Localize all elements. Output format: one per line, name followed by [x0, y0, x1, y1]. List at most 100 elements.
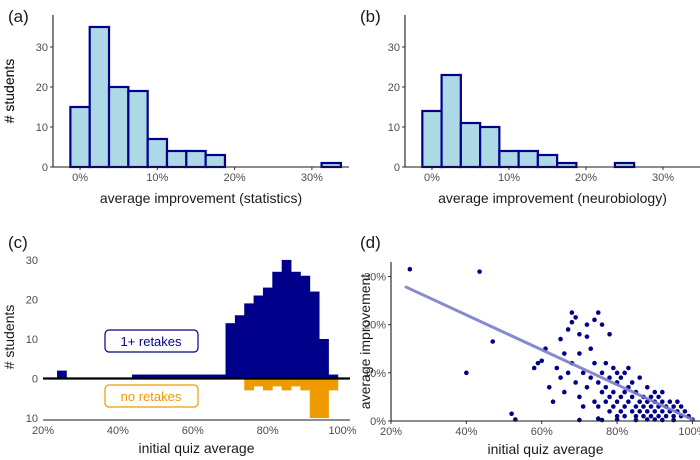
retakes-bar: [291, 271, 301, 379]
scatter-point: [633, 417, 639, 423]
scatter-improvement: 20% 40% 60% 80% 100% 0% 10% 20% 30% initial quiz …: [357, 262, 700, 457]
y-tick-label: 30%: [364, 271, 386, 283]
scatter-point: [618, 394, 624, 400]
retakes-bar: [225, 323, 236, 379]
scatter-point: [626, 399, 631, 405]
scatter-point: [569, 310, 575, 315]
x-tick-label: 40%: [107, 425, 129, 437]
histogram-bar: [88, 25, 111, 169]
y-tick-label: 0: [32, 374, 38, 386]
histogram-bar: [517, 149, 539, 169]
x-tick-label: 0%: [72, 172, 88, 184]
scatter-point: [614, 399, 620, 405]
no-retakes-bar: [300, 378, 311, 391]
histogram-bar: [556, 161, 578, 169]
scatter-point: [577, 394, 582, 400]
scatter-point: [682, 409, 688, 414]
retakes-bar: [188, 374, 198, 379]
scatter-point: [607, 375, 612, 380]
x-tick-label: 80%: [606, 426, 628, 438]
histogram-bar: [459, 121, 482, 169]
scatter-point: [588, 346, 594, 352]
y-axis-label: # students: [1, 59, 17, 124]
scatter-point: [407, 266, 413, 272]
y-tick-label: 20: [388, 82, 400, 94]
scatter-point: [667, 399, 673, 405]
panel-label-c: (c): [8, 233, 28, 252]
histogram-bar: [127, 89, 149, 169]
scatter-point: [569, 319, 575, 325]
scatter-point: [671, 413, 676, 419]
retakes-bar: [281, 259, 292, 379]
scatter-point: [603, 384, 609, 390]
histogram-bar: [107, 85, 130, 169]
retakes-bar: [169, 374, 180, 379]
histogram-bar: [185, 149, 207, 169]
histogram-bar: [440, 73, 462, 169]
scatter-point: [660, 409, 665, 414]
histogram-bar: [536, 153, 559, 169]
x-tick-label: 10%: [146, 172, 168, 184]
scatter-point: [535, 360, 541, 366]
scatter-point: [660, 399, 665, 405]
scatter-point: [648, 404, 654, 409]
scatter-point: [592, 399, 597, 405]
retakes-bar: [57, 370, 67, 379]
scatter-point: [637, 409, 643, 414]
scatter-point: [558, 336, 563, 342]
histogram-bar: [421, 109, 443, 169]
retakes-bar: [328, 374, 339, 379]
scatter-point: [599, 389, 605, 395]
histogram-bar: [498, 149, 520, 169]
retakes-bar: [309, 291, 320, 379]
x-tick-label: 20%: [380, 426, 402, 438]
scatter-point: [660, 417, 665, 423]
retakes-bar: [178, 374, 189, 379]
legend-label-no-retakes: no retakes: [121, 389, 182, 404]
x-tick-label: 60%: [531, 426, 553, 438]
y-tick-label: 0: [42, 162, 48, 174]
y-tick-label: 0: [394, 162, 400, 174]
trend-line: [404, 285, 694, 422]
scatter-point: [656, 413, 661, 419]
scatter-point: [663, 413, 669, 419]
scatter-point: [622, 389, 627, 395]
scatter-point: [595, 416, 601, 421]
scatter-point: [599, 322, 605, 327]
scatter-point: [554, 365, 560, 371]
no-retakes-bar: [244, 378, 254, 391]
histogram-bar: [204, 153, 227, 169]
no-retakes-bar: [309, 378, 320, 419]
scatter-point: [584, 384, 590, 390]
scatter-point: [675, 399, 680, 405]
panel-label-d: (d): [360, 233, 381, 252]
scatter-point: [611, 404, 616, 409]
x-tick-label: 100%: [328, 425, 356, 437]
legend-box-no-retakes: [104, 384, 199, 408]
panel-label-b: (b): [360, 7, 381, 26]
scatter-point: [558, 375, 563, 380]
scatter-point: [580, 404, 586, 409]
x-tick-label: 0%: [424, 172, 440, 184]
scatter-point: [633, 413, 639, 419]
x-axis-label: average improvement (statistics): [100, 190, 302, 206]
retakes-bar: [300, 275, 311, 379]
no-retakes-bar: [328, 378, 339, 391]
scatter-point: [618, 375, 624, 380]
y-tick-label: 20%: [364, 320, 386, 332]
x-tick-label: 80%: [257, 425, 279, 437]
scatter-point: [584, 334, 590, 339]
scatter-point: [577, 331, 582, 337]
scatter-point: [607, 409, 612, 414]
x-tick-label: 30%: [301, 172, 323, 184]
scatter-point: [633, 404, 639, 409]
retakes-bar: [262, 287, 273, 379]
retakes-bar: [197, 374, 208, 379]
scatter-point: [565, 327, 571, 332]
x-tick-label: 40%: [455, 426, 477, 438]
y-tick-label: 10: [388, 122, 400, 134]
retakes-bar: [272, 271, 283, 379]
scatter-point: [562, 351, 567, 356]
y-tick-label: 10%: [364, 368, 386, 380]
